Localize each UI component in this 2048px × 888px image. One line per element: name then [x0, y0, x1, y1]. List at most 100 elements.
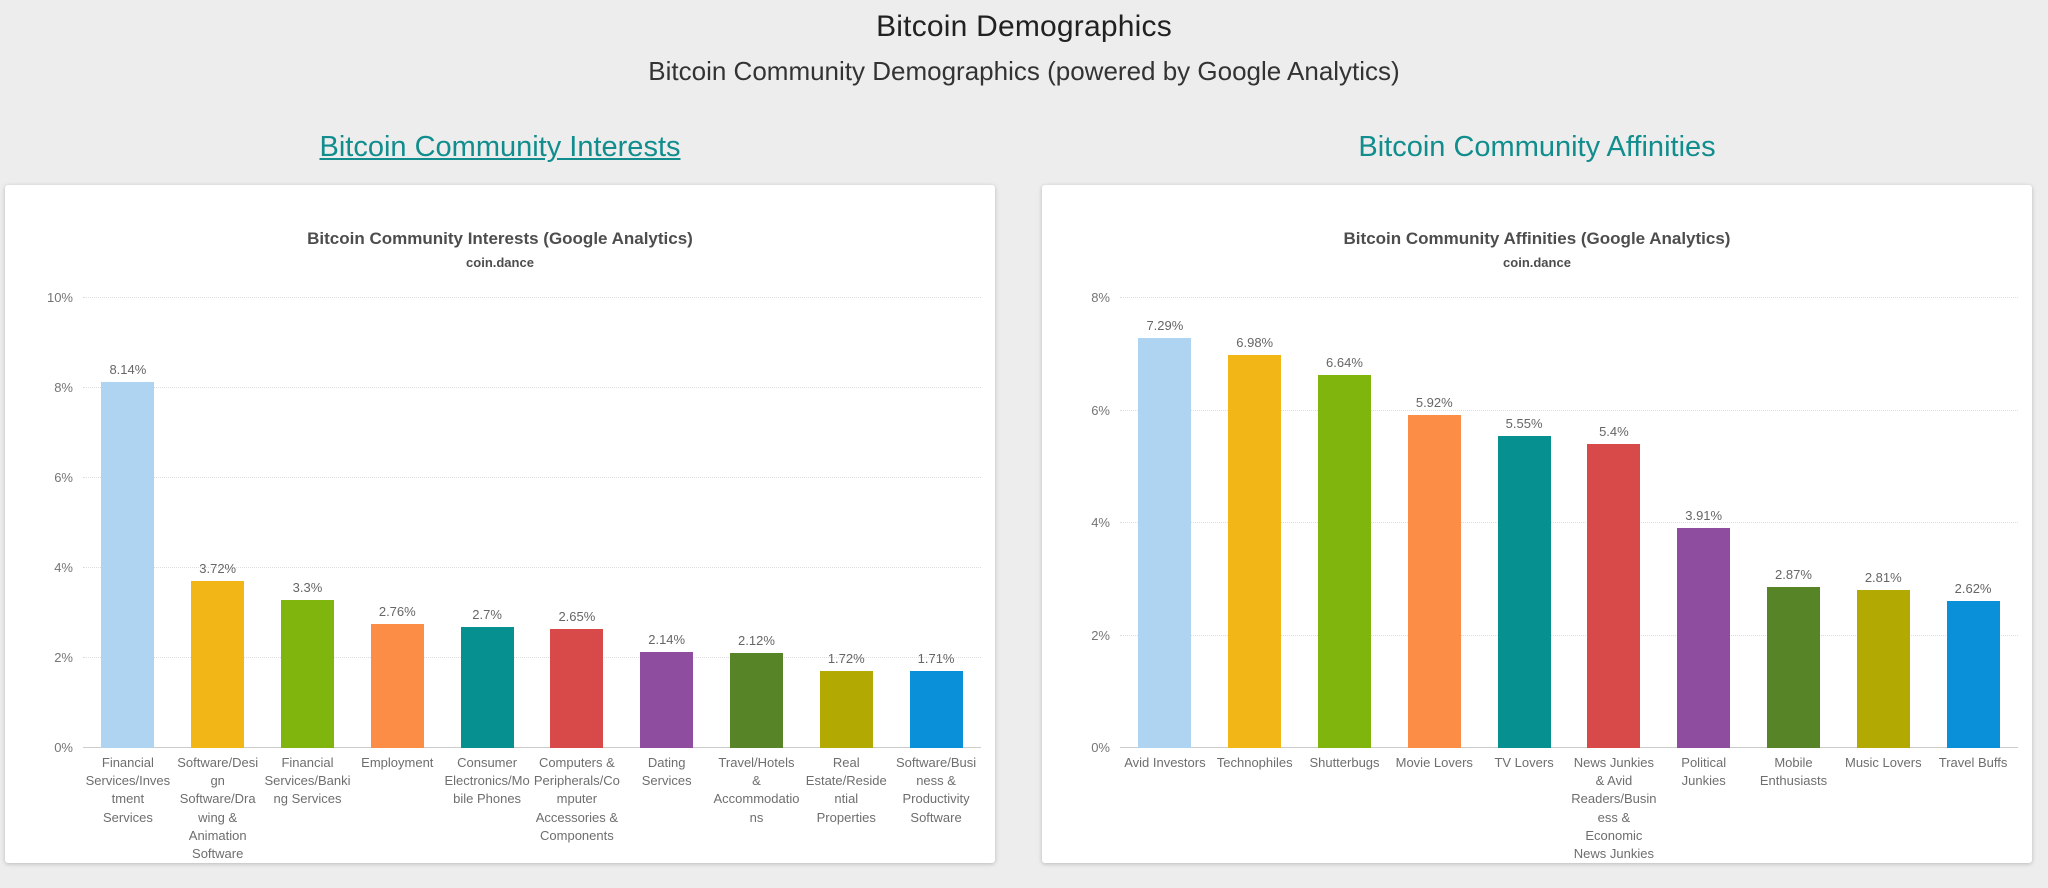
- bar-slot: 2.65%: [532, 298, 622, 748]
- y-axis-tick-label: 8%: [54, 380, 73, 395]
- x-axis-label: Shutterbugs: [1309, 755, 1380, 770]
- x-axis-label: Software/Busi ness & Productivity Softwa…: [895, 755, 977, 825]
- bar[interactable]: [1677, 528, 1731, 748]
- bar-value-label: 3.3%: [292, 579, 323, 595]
- bar-slot: 1.72%: [801, 298, 891, 748]
- bar-slot: 3.91%: [1659, 298, 1749, 748]
- bar-value-label: 7.29%: [1146, 317, 1184, 333]
- bar-slot: 2.76%: [352, 298, 442, 748]
- bar[interactable]: [191, 580, 245, 748]
- bar-slot: 7.29%: [1120, 298, 1210, 748]
- gridlines: 0% 2% 4% 6% 8% 10%: [47, 290, 981, 755]
- chart-subtitle: coin.dance: [1503, 255, 1571, 270]
- bar-slot: 5.55%: [1479, 298, 1569, 748]
- bar-slot: 3.72%: [173, 298, 263, 748]
- chart-subtitle: coin.dance: [466, 255, 534, 270]
- bar-slot: 5.4%: [1569, 298, 1659, 748]
- bar[interactable]: [460, 626, 514, 748]
- bar[interactable]: [1946, 600, 2000, 748]
- bar-slot: 8.14%: [83, 298, 173, 748]
- bar[interactable]: [370, 623, 424, 748]
- affinities-heading-link[interactable]: Bitcoin Community Affinities: [1358, 131, 1716, 163]
- gridline: 2%: [1091, 628, 2018, 643]
- y-axis-tick-label: 6%: [54, 470, 73, 485]
- affinities-chart-card: Bitcoin Community Affinities (Google Ana…: [1042, 185, 2032, 863]
- y-axis-tick-label: 8%: [1091, 290, 1110, 305]
- x-axis-label: News Junkies & Avid Readers/Busin ess & …: [1571, 755, 1657, 861]
- interests-chart-card: Bitcoin Community Interests (Google Anal…: [5, 185, 995, 863]
- bar-value-label: 5.4%: [1599, 424, 1629, 440]
- x-axis-labels: Avid Investors Technophiles Shutterbugs Mov…: [1120, 748, 2018, 863]
- bars: 8.14% 3.72% 3.3% 2.76% 2.7% 2.65% 2.14% 2.12% 1.…: [83, 298, 981, 748]
- bar-slot: 2.87%: [1749, 298, 1839, 748]
- gridline: 10%: [47, 290, 981, 305]
- y-axis-tick-label: 10%: [46, 290, 73, 305]
- y-axis-tick-label: 0%: [54, 740, 73, 755]
- bar-value-label: 2.7%: [472, 606, 502, 622]
- x-axis-label: Financial Services/Inves tment Services: [85, 755, 171, 825]
- bar-value-label: 6.64%: [1326, 354, 1363, 370]
- x-axis-label: Consumer Electronics/Mo bile Phones: [444, 755, 530, 807]
- bar[interactable]: [1138, 337, 1192, 748]
- chart-title: Bitcoin Community Interests (Google Anal…: [307, 229, 693, 248]
- gridline: 0%: [54, 740, 981, 755]
- gridlines: 0% 2% 4% 6% 8%: [1091, 290, 2018, 755]
- y-axis-tick-label: 6%: [1091, 402, 1110, 418]
- x-axis-label: Travel/Hotels & Accommodatio ns: [713, 755, 800, 825]
- x-axis-label: TV Lovers: [1494, 755, 1554, 770]
- bar[interactable]: [1497, 435, 1551, 748]
- page-subtitle: Bitcoin Community Demographics (powered …: [648, 56, 1400, 86]
- bar[interactable]: [909, 671, 963, 748]
- bar-value-label: 2.87%: [1775, 566, 1812, 582]
- bar[interactable]: [550, 628, 604, 748]
- bar-value-label: 2.14%: [648, 631, 686, 647]
- bar[interactable]: [1228, 355, 1282, 748]
- bar-value-label: 2.81%: [1864, 569, 1902, 585]
- gridline: 4%: [1091, 515, 2018, 530]
- gridline: 4%: [54, 560, 981, 575]
- x-axis-label: Avid Investors: [1124, 755, 1206, 770]
- x-axis-label: Dating Services: [641, 755, 692, 789]
- bar[interactable]: [819, 670, 873, 748]
- x-axis-label: Mobile Enthusiasts: [1759, 755, 1828, 789]
- bar-value-label: 2.12%: [738, 632, 775, 648]
- plot-area: 0% 2% 4% 6% 8% 7.29% 6.98% 6.64% 5.92% 5.55% 5.4%…: [1091, 290, 2018, 755]
- bar[interactable]: [1587, 444, 1641, 748]
- bar-slot: 6.64%: [1300, 298, 1390, 748]
- x-axis-label: Financial Services/Banki ng Services: [264, 755, 351, 807]
- x-axis-label: Technophiles: [1216, 755, 1293, 770]
- bar-slot: 2.81%: [1838, 298, 1928, 748]
- x-axis-label: Employment: [361, 755, 434, 770]
- bar[interactable]: [640, 651, 694, 748]
- x-axis-label: Travel Buffs: [1938, 755, 2008, 770]
- bar[interactable]: [1766, 586, 1820, 748]
- y-axis-tick-label: 4%: [54, 560, 73, 575]
- page-title: Bitcoin Demographics: [876, 10, 1172, 43]
- bar-slot: 2.12%: [712, 298, 802, 748]
- bar-slot: 5.92%: [1389, 298, 1479, 748]
- bar[interactable]: [729, 652, 783, 748]
- bar[interactable]: [1856, 589, 1910, 748]
- bar-value-label: 2.65%: [558, 608, 596, 624]
- bar[interactable]: [101, 381, 155, 748]
- y-axis-tick-label: 2%: [1091, 627, 1110, 643]
- bar-slot: 1.71%: [891, 298, 981, 748]
- x-axis-label: Real Estate/Reside ntial Properties: [805, 755, 887, 825]
- gridline: 6%: [1091, 403, 2018, 418]
- x-axis-label: Software/Desi gn Software/Dra wing & Ani…: [177, 755, 259, 861]
- x-axis-label: Movie Lovers: [1395, 755, 1473, 770]
- gridline: 0%: [1091, 740, 2018, 755]
- bar[interactable]: [1317, 374, 1371, 748]
- bar[interactable]: [1407, 415, 1461, 748]
- bar-value-label: 8.14%: [109, 361, 147, 377]
- interests-heading-link[interactable]: Bitcoin Community Interests: [319, 131, 681, 163]
- y-axis-tick-label: 0%: [1091, 740, 1110, 755]
- bar-value-label: 3.72%: [199, 560, 237, 576]
- gridline: 8%: [1091, 290, 2018, 305]
- bar-value-label: 1.72%: [827, 650, 865, 666]
- bar[interactable]: [280, 599, 334, 748]
- bar-slot: 3.3%: [263, 298, 353, 748]
- bars: 7.29% 6.98% 6.64% 5.92% 5.55% 5.4% 3.91% 2.87% 2…: [1120, 298, 2018, 748]
- bar-slot: 2.62%: [1928, 298, 2018, 748]
